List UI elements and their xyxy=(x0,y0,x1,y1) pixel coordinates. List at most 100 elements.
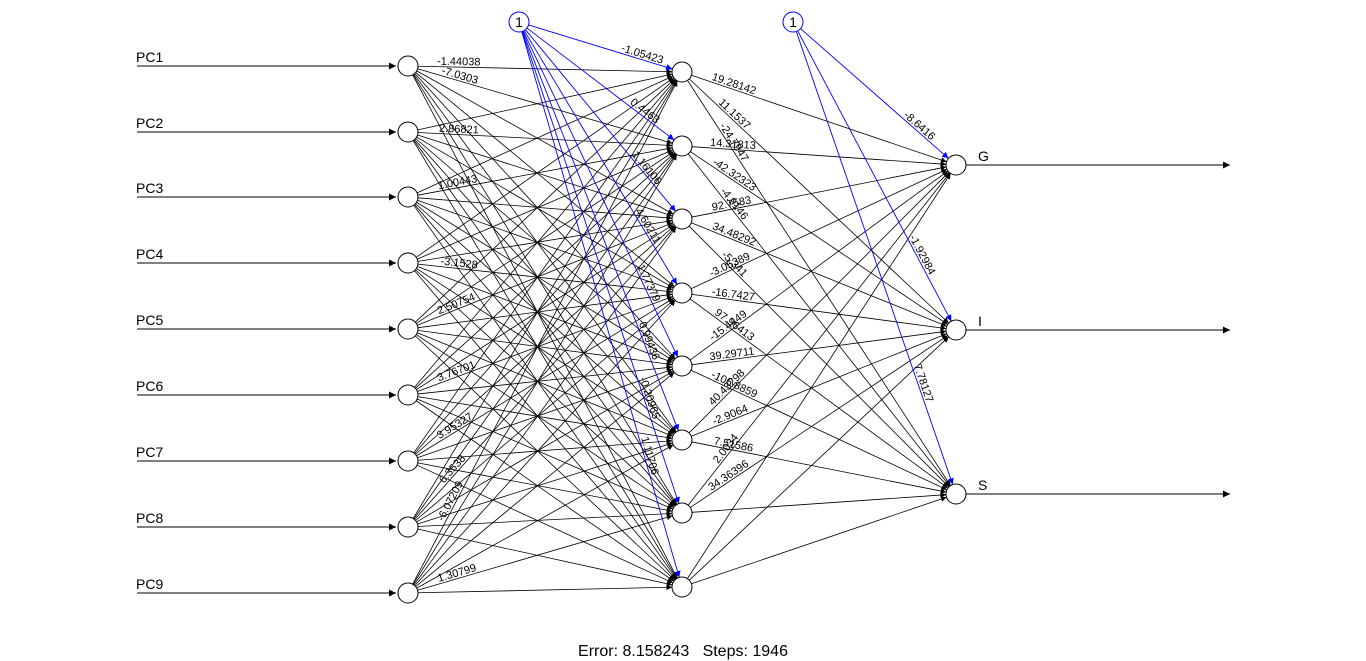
weight-edge xyxy=(687,172,951,506)
weight-edge xyxy=(690,369,948,491)
input-node xyxy=(397,55,419,77)
weight-label: -1.44038 xyxy=(437,56,481,69)
weight-edge xyxy=(412,74,678,579)
input-label-pc4: PC4 xyxy=(136,246,163,262)
weight-edge xyxy=(413,226,677,586)
weight-edge xyxy=(691,329,947,366)
error-value: 8.158243 xyxy=(622,643,690,660)
output-label-i: I xyxy=(978,313,982,329)
steps-value: 1946 xyxy=(752,643,788,660)
input-node xyxy=(397,318,419,340)
weight-edge xyxy=(416,334,674,508)
weight-edge xyxy=(691,146,947,167)
weight-edge xyxy=(691,293,947,331)
input-label-pc2: PC2 xyxy=(136,115,163,131)
output-label-s: S xyxy=(978,477,987,493)
error-label: Error: xyxy=(578,643,619,660)
bias-edge xyxy=(522,31,680,431)
steps-label: Steps: xyxy=(702,643,748,660)
bias-edge xyxy=(797,30,952,322)
input-label-pc8: PC8 xyxy=(136,510,163,526)
weight-edge xyxy=(691,333,947,437)
bias-node-label: 1 xyxy=(789,14,797,30)
weight-edge xyxy=(416,268,674,435)
weight-label: 2.50754 xyxy=(436,291,477,317)
bias-weight-label: 7.78127 xyxy=(911,363,935,405)
weight-label: 14.31813 xyxy=(710,137,757,152)
weight-edge xyxy=(417,442,673,525)
io-labels: PC1 PC2 PC3 PC4 PC5 PC6 PC7 PC8 PC9 G I S xyxy=(136,49,989,592)
input-node xyxy=(397,582,419,604)
weight-edge xyxy=(691,441,947,494)
output-node xyxy=(945,154,967,176)
bias-node xyxy=(508,11,530,33)
weight-edge xyxy=(687,173,951,579)
weight-label: 34.36396 xyxy=(706,458,751,493)
bias-edge xyxy=(800,28,949,159)
weight-edge xyxy=(417,332,673,437)
weight-edge xyxy=(417,222,673,326)
weight-edge xyxy=(415,225,675,455)
weight-label: 3.76701 xyxy=(436,359,477,384)
weight-edge xyxy=(416,70,674,215)
weight-edge xyxy=(691,74,947,163)
hidden-node xyxy=(671,282,693,304)
weight-edge xyxy=(415,72,675,287)
weight-edge xyxy=(414,300,676,586)
weight-edge xyxy=(417,368,673,459)
weight-edge xyxy=(416,224,674,390)
weight-edge xyxy=(691,222,947,327)
weight-edge xyxy=(417,528,673,587)
weight-edge xyxy=(415,299,675,521)
weight-edge xyxy=(417,68,673,145)
weight-edge xyxy=(413,73,677,433)
weight-edge xyxy=(417,329,673,367)
weight-edge xyxy=(417,134,673,217)
weight-edge xyxy=(414,79,676,388)
weight-edge xyxy=(415,372,675,587)
input-label-pc7: PC7 xyxy=(136,444,163,460)
weight-label: 39.29711 xyxy=(709,346,755,364)
weight-edge xyxy=(416,464,674,584)
input-node xyxy=(397,516,419,538)
weight-edge xyxy=(690,335,948,508)
output-node xyxy=(945,483,967,505)
weight-edge xyxy=(414,226,676,520)
weight-label: 19.28142 xyxy=(710,71,757,97)
weight-edge xyxy=(415,138,675,360)
output-node xyxy=(945,319,967,341)
weight-edge xyxy=(689,336,949,581)
output-label-g: G xyxy=(978,148,989,164)
bias-weight-label: -1.05423 xyxy=(620,42,665,66)
weight-label: -42.32323 xyxy=(710,156,758,194)
weight-edge xyxy=(414,153,676,454)
input-label-pc9: PC9 xyxy=(136,576,163,592)
weight-edge xyxy=(412,74,678,505)
weight-edge xyxy=(417,292,673,329)
hidden-node xyxy=(671,576,693,598)
weight-edge xyxy=(417,396,673,441)
weight-edge xyxy=(691,492,947,513)
weight-edge xyxy=(416,151,674,324)
weight-label: 1.00443 xyxy=(437,173,478,192)
bias-edge xyxy=(525,29,676,212)
bias-edge xyxy=(522,30,679,358)
weight-edge xyxy=(416,75,674,194)
hidden-node xyxy=(671,208,693,230)
weight-edge xyxy=(417,438,673,461)
weight-edge xyxy=(412,80,678,585)
weight-edge xyxy=(691,165,947,218)
weight-edge xyxy=(417,510,673,527)
bias-weight-label: 0.99436 xyxy=(636,320,662,361)
hidden-node xyxy=(671,429,693,451)
input-node xyxy=(397,252,419,274)
io-lines xyxy=(137,62,1230,597)
weight-edge xyxy=(417,65,673,75)
weight-edge xyxy=(412,140,678,579)
bias-weight-label: -8.6416 xyxy=(901,109,937,143)
weight-edge xyxy=(415,203,675,434)
weight-edge xyxy=(413,153,677,520)
weight-edge xyxy=(415,78,675,323)
